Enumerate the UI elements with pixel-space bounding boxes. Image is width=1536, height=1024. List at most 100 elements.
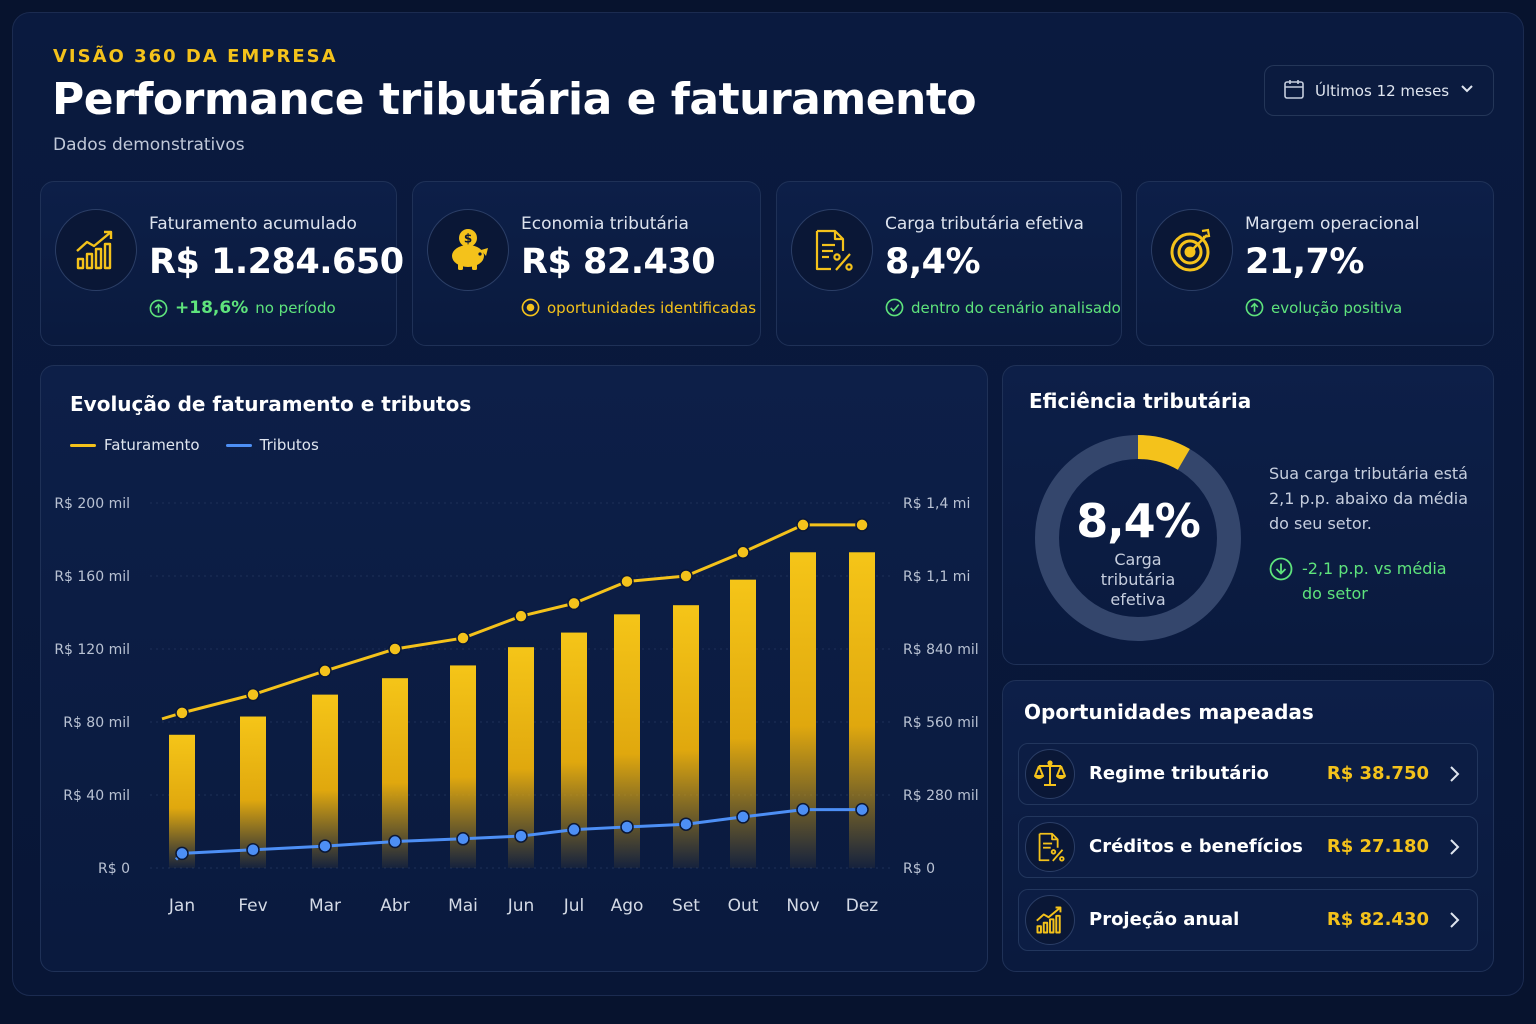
kpi-label: Carga tributária efetiva [885, 214, 1084, 234]
kpi-note-text: dentro do cenário analisado [911, 298, 1121, 317]
legend-swatch [70, 443, 96, 447]
x-tick-label: Set [672, 896, 700, 916]
scale-balance-icon [1025, 749, 1075, 799]
kpi-note: +18,6% no período [149, 298, 336, 318]
bar [169, 734, 195, 868]
page-subtitle: Dados demonstrativos [53, 135, 245, 155]
kpi-note: dentro do cenário analisado [885, 298, 1121, 317]
page-title: Performance tributária e faturamento [52, 74, 977, 125]
efficiency-delta-text: -2,1 p.p. vs média do setor [1302, 559, 1447, 603]
period-select[interactable]: Últimos 12 meses [1264, 65, 1494, 116]
kpi-note-strong: +18,6% [175, 298, 249, 318]
taxes-point [318, 839, 332, 853]
taxes-point [514, 829, 528, 843]
legend-item-taxes[interactable]: Tributos [225, 436, 319, 454]
x-tick-label: Mar [309, 896, 341, 916]
revenue-point [679, 569, 693, 583]
revenue-point [796, 518, 810, 532]
donut-value: 8,4% [1076, 494, 1201, 548]
y-tick-label-right: R$ 560 mil [903, 715, 979, 731]
y-tick-label-right: R$ 280 mil [903, 788, 979, 804]
chevron-down-icon [1459, 81, 1475, 101]
x-tick-label: Ago [611, 896, 644, 916]
piggy-bank-icon: $ [427, 209, 509, 291]
kpi-value: 21,7% [1245, 242, 1364, 282]
chart-legend: Faturamento Tributos [70, 436, 345, 454]
chevron-right-icon [1450, 839, 1460, 855]
opportunity-row-projection[interactable]: Projeção anual R$ 82.430 [1018, 889, 1478, 951]
efficiency-title: Eficiência tributária [1029, 389, 1252, 413]
kpi-note: oportunidades identificadas [521, 298, 756, 317]
bar [312, 694, 338, 868]
efficiency-delta: -2,1 p.p. vs média do setor [1269, 556, 1452, 606]
legend-label: Tributos [259, 436, 319, 454]
bar [849, 552, 875, 868]
x-tick-label: Dez [846, 896, 879, 916]
target-arrow-icon [1151, 209, 1233, 291]
x-tick-label: Jun [507, 896, 535, 916]
opportunity-value: R$ 27.180 [1326, 836, 1429, 857]
revenue-point [388, 642, 402, 656]
bar [790, 552, 816, 868]
x-tick-label: Fev [238, 896, 267, 916]
taxes-point [246, 843, 260, 857]
taxes-point [175, 846, 189, 861]
y-tick-label-right: R$ 840 mil [903, 642, 979, 658]
arrow-down-circle-icon [1269, 557, 1293, 581]
kpi-card-operating-margin: Margem operacional 21,7% evolução positi… [1136, 181, 1494, 346]
legend-swatch [225, 443, 252, 447]
bar-chart-growth-icon [1025, 895, 1075, 945]
revenue-point [567, 596, 581, 611]
calendar-icon [1283, 78, 1305, 104]
kpi-label: Margem operacional [1245, 214, 1420, 234]
kpi-label: Economia tributária [521, 214, 689, 234]
document-percent-icon [1025, 822, 1075, 872]
legend-label: Faturamento [104, 436, 200, 454]
y-tick-label-right: R$ 0 [903, 861, 935, 877]
kpi-value: R$ 1.284.650 [149, 242, 404, 282]
kpi-label: Faturamento acumulado [149, 214, 357, 234]
opportunity-row-credits[interactable]: Créditos e benefícios R$ 27.180 [1018, 816, 1478, 878]
revenue-point [246, 687, 260, 702]
target-dot-icon [521, 298, 540, 317]
revenue-point [318, 664, 332, 678]
y-tick-label-right: R$ 1,4 mi [903, 496, 970, 512]
y-tick-label-left: R$ 40 mil [63, 788, 130, 804]
revenue-point [514, 609, 528, 623]
y-tick-label-left: R$ 200 mil [54, 496, 130, 512]
donut-value-arc [1035, 435, 1241, 641]
y-tick-label-right: R$ 1,1 mi [903, 569, 970, 585]
opportunity-row-regime[interactable]: Regime tributário R$ 38.750 [1018, 743, 1478, 805]
y-tick-label-left: R$ 0 [98, 861, 130, 877]
opportunity-value: R$ 38.750 [1326, 763, 1429, 784]
taxes-point [855, 802, 869, 817]
legend-item-revenue[interactable]: Faturamento [70, 436, 200, 454]
taxes-point [567, 822, 581, 837]
opportunity-label: Créditos e benefícios [1089, 836, 1303, 857]
donut-center: 8,4% Carga tributária efetiva [1038, 494, 1238, 610]
kpi-card-tax-savings: $ Economia tributária R$ 82.430 oportuni… [412, 181, 761, 346]
y-tick-label-left: R$ 120 mil [54, 642, 130, 658]
taxes-point [456, 832, 470, 846]
donut-label: Carga tributária efetiva [1038, 550, 1238, 610]
arrow-up-circle-icon [149, 299, 168, 317]
efficiency-note: Sua carga tributária está 2,1 p.p. abaix… [1269, 464, 1469, 533]
x-tick-label: Jan [168, 896, 195, 916]
check-circle-icon [885, 298, 904, 317]
kpi-note: evolução positiva [1245, 298, 1402, 317]
opportunity-value: R$ 82.430 [1326, 909, 1429, 930]
taxes-point [679, 817, 693, 831]
kpi-card-effective-tax: Carga tributária efetiva 8,4% dentro do … [776, 181, 1122, 346]
document-percent-icon [791, 209, 873, 291]
x-tick-label: Out [728, 896, 759, 916]
y-tick-label-left: R$ 160 mil [54, 569, 130, 585]
x-tick-label: Mai [448, 896, 478, 916]
revenue-point [456, 631, 470, 645]
opportunity-label: Projeção anual [1089, 909, 1240, 930]
x-tick-label: Abr [380, 896, 409, 916]
taxes-point [796, 802, 810, 817]
arrow-up-circle-icon [1245, 298, 1264, 317]
efficiency-donut [1035, 435, 1241, 641]
page-eyebrow: VISÃO 360 DA EMPRESA [53, 46, 338, 67]
